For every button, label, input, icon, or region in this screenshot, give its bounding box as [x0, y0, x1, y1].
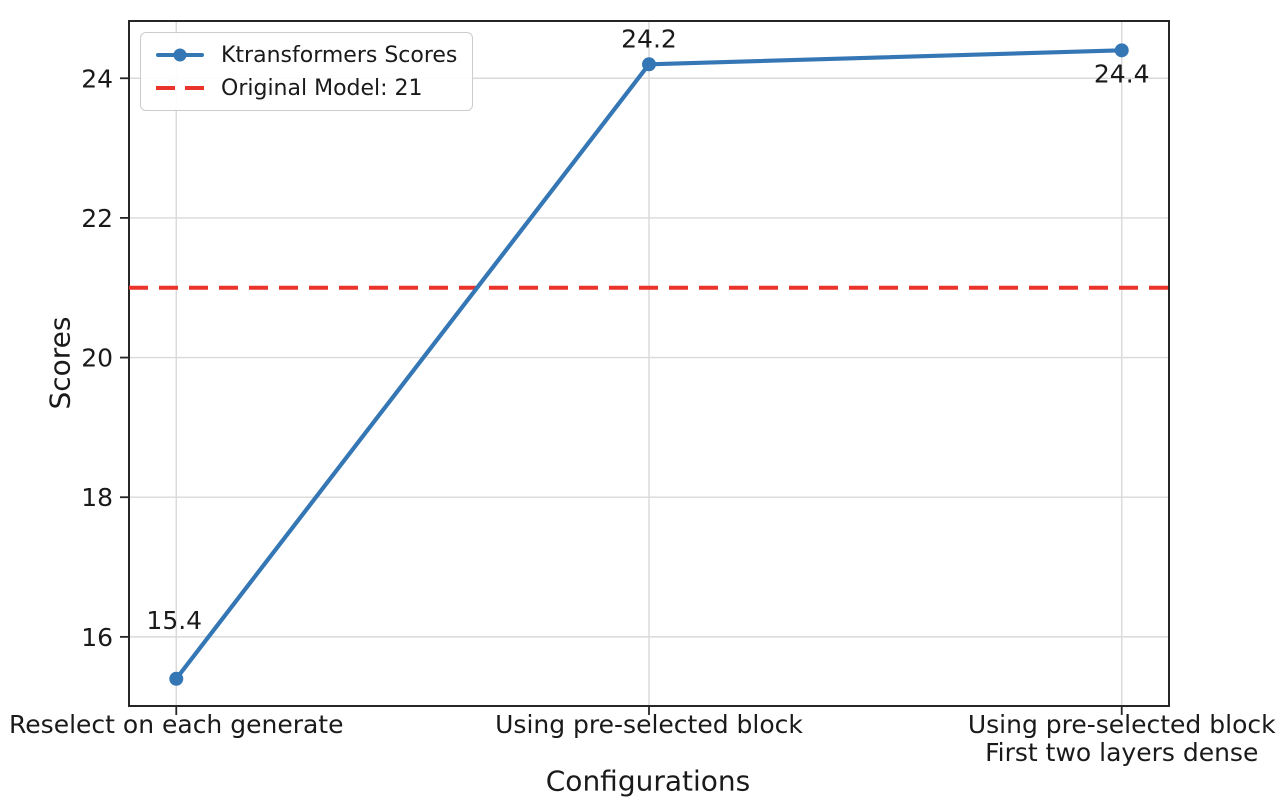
legend-series-marker-icon [173, 48, 187, 62]
data-point [642, 57, 656, 72]
x-tick-label: Using pre-selected block [495, 710, 803, 739]
legend-item-original-model: Original Model: 21 [156, 74, 457, 102]
y-axis-label: Scores [43, 316, 77, 410]
point-label: 24.4 [1094, 59, 1150, 88]
x-tick-label: Using pre-selected block First two layers… [968, 710, 1276, 767]
y-tick-label: 22 [81, 204, 113, 233]
point-label: 15.4 [146, 606, 202, 635]
legend-series-label: Ktransformers Scores [221, 42, 458, 68]
x-axis-label: Configurations [545, 764, 751, 798]
y-tick-label: 16 [81, 623, 113, 652]
legend-reference-dash-icon [156, 85, 204, 91]
legend-reference-label: Original Model: 21 [221, 75, 423, 101]
legend: Ktransformers Scores Original Model: 21 [140, 32, 474, 111]
data-point [1114, 43, 1129, 58]
x-tick-label: Reselect on each generate [9, 710, 343, 739]
y-tick-label: 24 [81, 64, 113, 93]
legend-series-line-icon [156, 48, 204, 62]
y-tick-label: 18 [81, 483, 113, 512]
y-tick-label: 20 [81, 344, 113, 373]
point-label: 24.2 [621, 24, 677, 53]
data-point [169, 671, 184, 686]
legend-item-ktransformers-scores: Ktransformers Scores [156, 41, 457, 69]
